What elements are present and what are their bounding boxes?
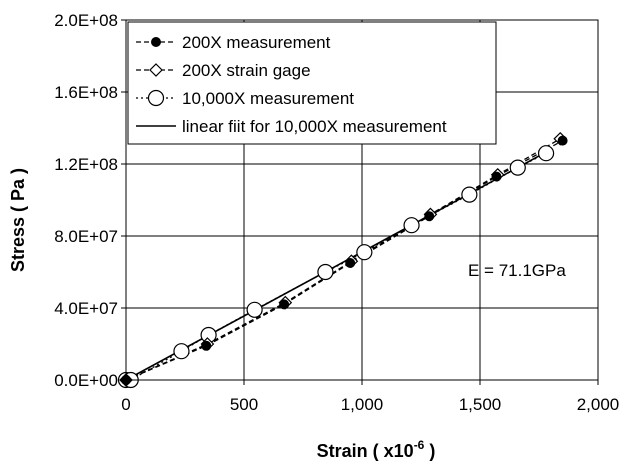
- legend-entry-label: 200X strain gage: [182, 61, 311, 80]
- data-point-series-2: [537, 145, 555, 162]
- data-point-series-2: [509, 159, 526, 176]
- x-tick-label: 500: [230, 395, 258, 414]
- data-point-series-0: [345, 258, 356, 268]
- y-tick-label: 1.6E+08: [54, 83, 118, 102]
- y-tick-label: 2.0E+08: [54, 11, 118, 30]
- data-point-series-2: [246, 301, 263, 318]
- x-tick-label: 1,500: [459, 395, 502, 414]
- legend-entry-label: 10,000X measurement: [182, 89, 354, 108]
- x-tick-label: 0: [121, 395, 130, 414]
- data-point-series-2: [173, 343, 190, 360]
- x-axis-title: Strain ( x10-6 ): [317, 438, 436, 461]
- legend-entry-label: 200X measurement: [182, 33, 331, 52]
- tick-labels: 0 500 1,000 1,500 2,000 0.0E+00 4.0E+07 8.0E+07…: [54, 11, 619, 414]
- data-point-series-2: [356, 244, 373, 261]
- legend-swatch-marker: [151, 37, 161, 47]
- y-axis-title: Stress ( Pa ): [8, 168, 28, 272]
- y-tick-label: 0.0E+00: [54, 371, 118, 390]
- legend-swatch-marker: [149, 63, 163, 77]
- legend-entry-label: linear fiit for 10,000X measurement: [182, 117, 447, 136]
- legend: 200X measurement 200X strain gage 10,000X …: [127, 21, 497, 145]
- data-point-series-2: [403, 217, 420, 234]
- data-point-series-0: [201, 340, 212, 351]
- y-tick-label: 1.2E+08: [54, 155, 118, 174]
- x-tick-label: 1,000: [341, 395, 384, 414]
- data-point-series-0: [279, 299, 290, 310]
- series-layer: [117, 131, 568, 389]
- data-point-series-0: [424, 211, 435, 222]
- x-axis-title-end: ): [424, 441, 435, 461]
- legend-swatch-marker: [147, 89, 165, 107]
- data-point-series-0: [557, 135, 568, 146]
- data-point-series-0: [491, 171, 502, 182]
- y-tick-label: 4.0E+07: [54, 299, 118, 318]
- modulus-annotation: E = 71.1GPa: [468, 261, 566, 280]
- data-point-series-2: [317, 263, 334, 281]
- data-point-series-2: [461, 186, 478, 203]
- legend-box: [127, 21, 497, 145]
- x-tick-label: 2,000: [577, 395, 620, 414]
- x-axis-title-main: Strain ( x10: [317, 441, 414, 461]
- y-tick-label: 8.0E+07: [54, 227, 118, 246]
- x-axis-title-superscript: -6: [414, 438, 425, 452]
